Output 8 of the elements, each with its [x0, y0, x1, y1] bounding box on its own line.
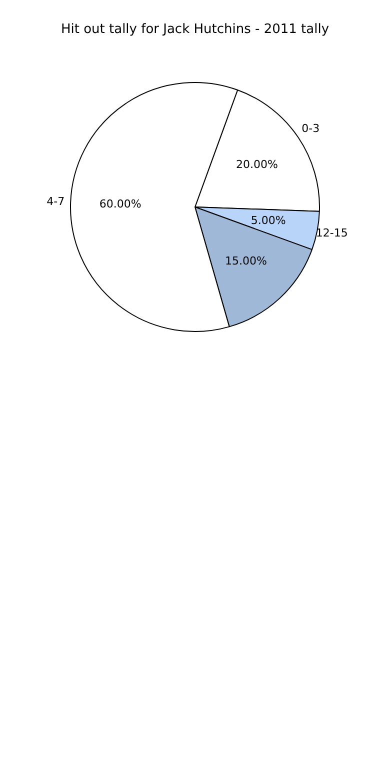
- slice-label: 4-7: [46, 194, 65, 208]
- data-label: 60.00%: [99, 197, 142, 210]
- chart-title: Hit out tally for Jack Hutchins - 2011 tally: [60, 22, 330, 39]
- data-label: 20.00%: [236, 158, 278, 172]
- slice-label: 12-15: [316, 226, 348, 240]
- data-label: 15.00%: [224, 254, 267, 268]
- data-label: 5.00%: [250, 214, 286, 228]
- slice-label: 0-3: [302, 122, 320, 135]
